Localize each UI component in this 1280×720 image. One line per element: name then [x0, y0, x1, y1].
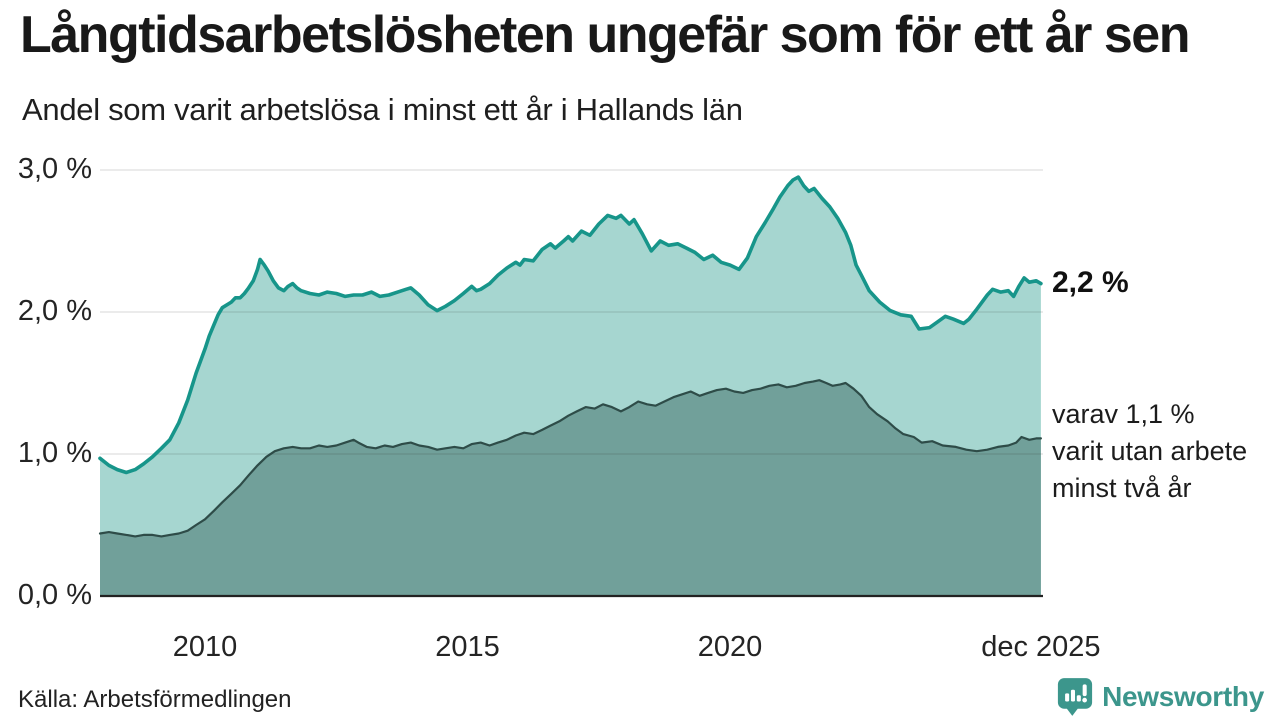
newsworthy-brand: Newsworthy — [1057, 677, 1264, 717]
source-note: Källa: Arbetsförmedlingen — [18, 686, 292, 713]
y-tick-label: 2,0 % — [17, 295, 92, 327]
chart-subtitle: Andel som varit arbetslösa i minst ett å… — [22, 92, 743, 127]
annotation-line: minst två år — [1052, 473, 1192, 503]
x-tick-label: 2010 — [172, 631, 238, 663]
x-tick-label: dec 2025 — [981, 631, 1101, 663]
annotation-line: varit utan arbete — [1052, 436, 1248, 466]
series-line-1 — [98, 175, 1043, 475]
y-tick-label: 1,0 % — [17, 437, 92, 469]
newsworthy-wordmark: Newsworthy — [1102, 681, 1264, 712]
series-line-2 — [98, 379, 1042, 538]
y-tick-label: 0,0 % — [17, 579, 92, 611]
x-tick-label: 2015 — [435, 631, 500, 663]
y-tick-label: 3,0 % — [17, 153, 92, 185]
secondary-series-annotation: varav 1,1 % varit utan arbete minst två … — [1052, 396, 1247, 507]
latest-value-label: 2,2 % — [1052, 266, 1129, 299]
page-title: Långtidsarbetslösheten ungefär som för e… — [20, 6, 1190, 64]
series-area-2 — [100, 380, 1041, 596]
annotation-line: varav 1,1 % — [1052, 399, 1195, 429]
x-tick-label: 2020 — [697, 631, 763, 663]
newsworthy-logo-icon — [1057, 677, 1093, 717]
